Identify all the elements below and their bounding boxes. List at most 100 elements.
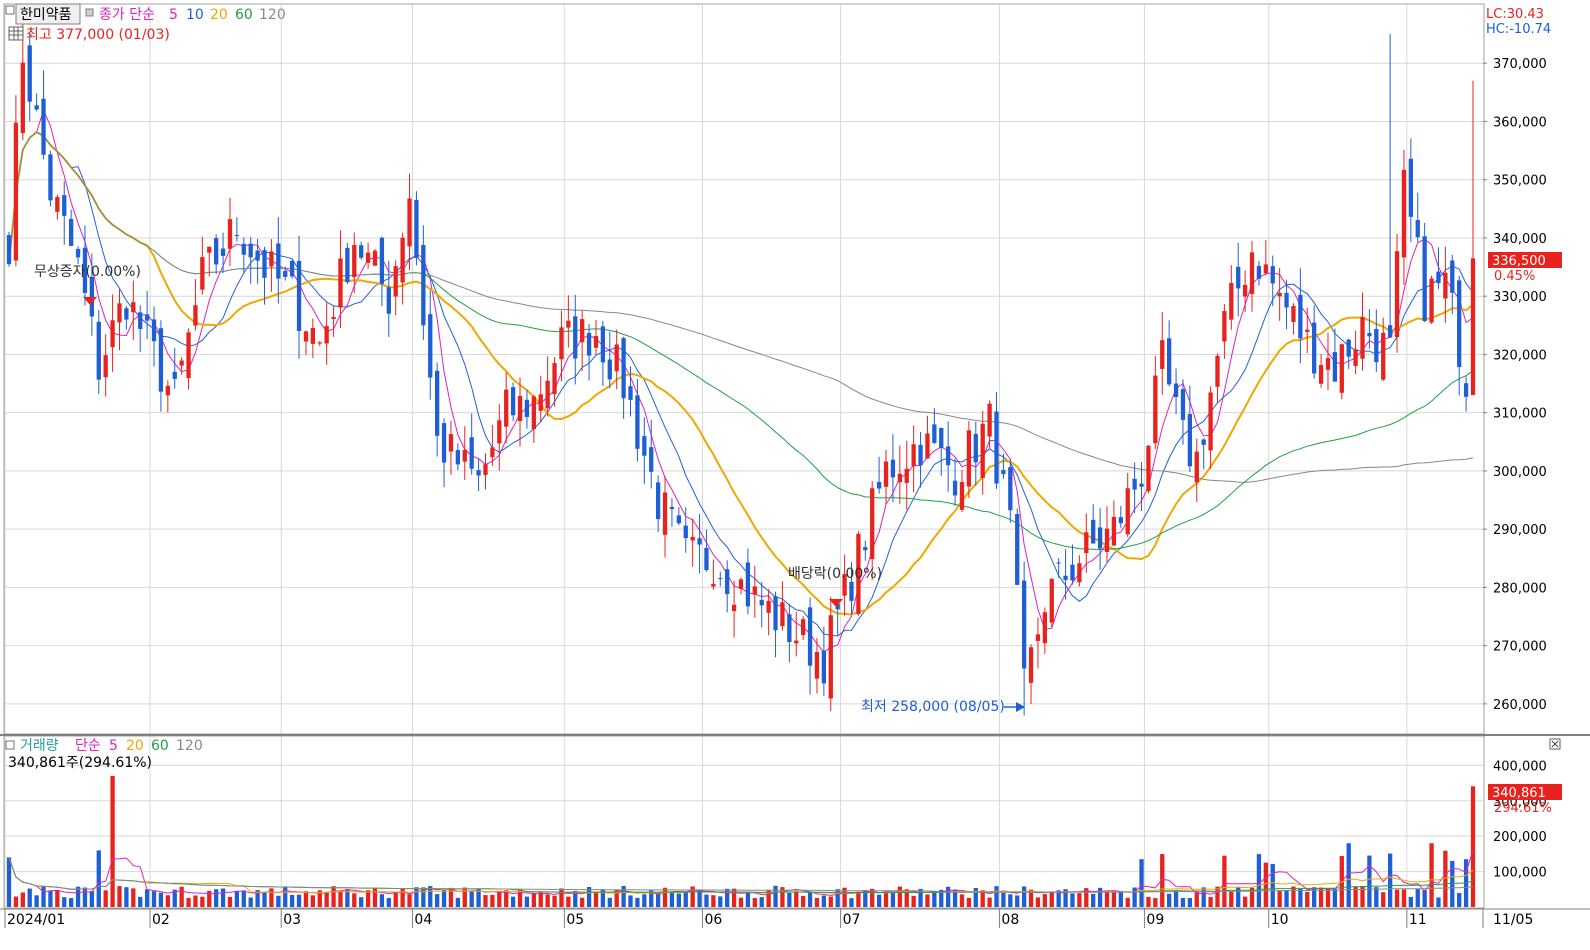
candle[interactable] [807, 607, 813, 666]
volume-bar[interactable] [324, 891, 329, 907]
candle[interactable] [566, 320, 571, 328]
volume-bar[interactable] [241, 890, 246, 907]
candle[interactable] [1187, 414, 1193, 467]
volume-bar[interactable] [559, 888, 564, 907]
candle[interactable] [1125, 488, 1130, 535]
volume-bar[interactable] [1457, 893, 1462, 907]
candle[interactable] [593, 336, 599, 348]
candle[interactable] [1429, 278, 1434, 323]
candle[interactable] [614, 344, 619, 372]
volume-bar[interactable] [1222, 855, 1227, 907]
candle[interactable] [738, 579, 744, 589]
candle[interactable] [6, 235, 12, 265]
candle[interactable] [110, 320, 115, 348]
volume-bar[interactable] [400, 888, 405, 907]
candle[interactable] [158, 328, 164, 392]
volume-bar[interactable] [1436, 897, 1441, 907]
candle[interactable] [1249, 252, 1255, 294]
volume-bar[interactable] [220, 888, 226, 907]
candle[interactable] [1049, 578, 1054, 623]
candle[interactable] [510, 387, 516, 416]
volume-bar[interactable] [745, 891, 751, 907]
volume-bar[interactable] [787, 892, 792, 907]
volume-bar[interactable] [725, 888, 730, 907]
candle[interactable] [345, 247, 350, 283]
candle[interactable] [649, 447, 654, 472]
candle[interactable] [220, 248, 226, 256]
candle[interactable] [669, 506, 675, 510]
candle[interactable] [987, 403, 992, 437]
candle[interactable] [1215, 355, 1220, 387]
candle[interactable] [628, 386, 633, 400]
volume-bar[interactable] [1443, 850, 1448, 907]
volume-bar[interactable] [1001, 892, 1006, 907]
candle[interactable] [75, 248, 81, 258]
candle[interactable] [621, 338, 626, 399]
table-icon[interactable] [8, 26, 24, 41]
volume-bar[interactable] [883, 893, 889, 907]
volume-bar[interactable] [372, 887, 378, 907]
volume-bar[interactable] [731, 888, 737, 907]
candles-layer[interactable] [6, 22, 1476, 716]
candle[interactable] [1001, 470, 1006, 475]
volume-bar[interactable] [179, 886, 184, 907]
candle[interactable] [531, 396, 536, 430]
volume-bar[interactable] [966, 897, 972, 907]
candle[interactable] [1346, 339, 1351, 357]
volume-bar[interactable] [1180, 897, 1186, 907]
candle[interactable] [1180, 389, 1186, 420]
candle[interactable] [497, 420, 502, 444]
volume-bar[interactable] [193, 895, 198, 907]
volume-bar[interactable] [1367, 855, 1372, 907]
candle[interactable] [752, 586, 757, 595]
candle[interactable] [462, 449, 467, 462]
volume-bar[interactable] [1194, 890, 1199, 907]
candle[interactable] [1201, 439, 1206, 445]
volume-bar[interactable] [41, 886, 46, 907]
candle[interactable] [787, 614, 792, 643]
candle[interactable] [359, 245, 364, 258]
candle[interactable] [407, 198, 412, 247]
volume-bar[interactable] [103, 890, 108, 907]
candle[interactable] [490, 447, 495, 458]
candle[interactable] [248, 243, 253, 258]
volume-bar[interactable] [234, 890, 240, 907]
volume-bar[interactable] [441, 889, 447, 907]
candle[interactable] [476, 470, 481, 476]
volume-bar[interactable] [1015, 895, 1020, 907]
candle[interactable] [828, 615, 833, 699]
volume-bar[interactable] [918, 888, 923, 907]
candle[interactable] [1367, 332, 1372, 337]
volume-bar[interactable] [1270, 863, 1275, 907]
candle[interactable] [138, 312, 143, 329]
volume-bar[interactable] [186, 897, 191, 907]
volume-bar[interactable] [144, 889, 150, 907]
candle[interactable] [745, 562, 751, 607]
volume-bar[interactable] [1291, 886, 1296, 907]
candle[interactable] [586, 332, 592, 356]
volume-bar[interactable] [476, 888, 481, 907]
volume-bar[interactable] [1284, 890, 1289, 907]
volume-bar[interactable] [1429, 843, 1434, 907]
volume-bar[interactable] [48, 890, 53, 907]
volume-bar[interactable] [124, 887, 129, 907]
volume-bar[interactable] [1035, 897, 1041, 907]
volume-bar[interactable] [345, 889, 350, 907]
volume-bar[interactable] [711, 895, 716, 907]
candle[interactable] [1415, 220, 1420, 238]
candle[interactable] [1139, 483, 1144, 487]
candle[interactable] [41, 98, 46, 155]
volume-bar[interactable] [1450, 860, 1455, 907]
candle[interactable] [1056, 562, 1061, 564]
candle[interactable] [1318, 364, 1324, 384]
candle[interactable] [655, 482, 661, 520]
volume-bar[interactable] [524, 896, 530, 907]
volume-bar[interactable] [393, 892, 398, 907]
volume-bar[interactable] [207, 890, 212, 907]
candle[interactable] [849, 581, 854, 601]
candle[interactable] [876, 481, 882, 489]
volume-bar[interactable] [352, 893, 357, 907]
candle[interactable] [241, 243, 246, 255]
volume-bar[interactable] [1408, 896, 1414, 907]
